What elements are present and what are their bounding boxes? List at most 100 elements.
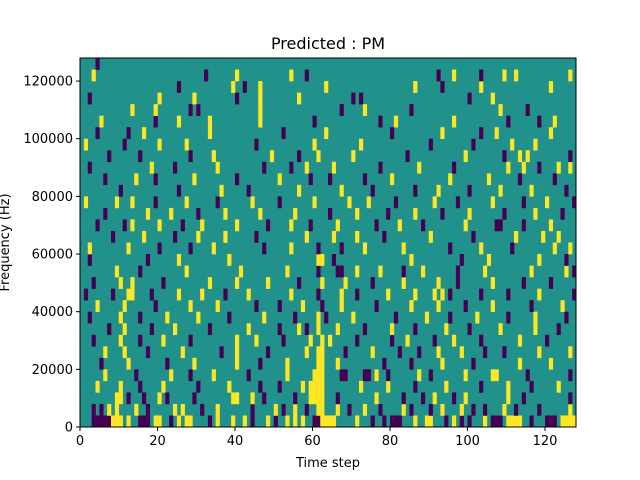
- heatmap-cell: [180, 219, 185, 232]
- heatmap-cell: [312, 392, 317, 405]
- heatmap-cell: [331, 230, 337, 243]
- heatmap-cell: [114, 403, 120, 416]
- heatmap-cell: [277, 323, 282, 336]
- x-axis: 0 20 40 60 80 100 120: [76, 427, 557, 449]
- x-tick-label: 100: [455, 434, 480, 449]
- heatmap-cell: [506, 161, 511, 174]
- heatmap-cell: [328, 415, 333, 428]
- heatmap-cell: [382, 357, 387, 370]
- heatmap-cell: [471, 138, 476, 151]
- heatmap-cell: [475, 311, 480, 324]
- heatmap-cell: [545, 196, 550, 209]
- heatmap-cell: [459, 254, 464, 266]
- heatmap-cell: [506, 415, 511, 428]
- heatmap-cell: [176, 415, 182, 428]
- heatmap-cell: [207, 127, 213, 140]
- heatmap-cell: [304, 230, 309, 243]
- heatmap-cell: [142, 230, 147, 243]
- heatmap-cell: [281, 334, 286, 347]
- heatmap-cell: [564, 254, 569, 266]
- heatmap-cell: [378, 265, 383, 278]
- heatmap-cell: [548, 81, 554, 93]
- heatmap-cell: [161, 380, 166, 393]
- heatmap-cell: [126, 357, 131, 370]
- heatmap-cell: [316, 311, 321, 324]
- heatmap-cell: [448, 173, 453, 186]
- heatmap-cell: [169, 415, 174, 428]
- heatmap-cell: [192, 92, 197, 105]
- heatmap-cell: [262, 242, 267, 255]
- heatmap-cell: [552, 242, 557, 255]
- heatmap-cell: [246, 184, 251, 197]
- heatmap-cell: [273, 415, 278, 428]
- heatmap-cell: [169, 369, 174, 382]
- heatmap-cell: [111, 288, 116, 301]
- heatmap-cell: [521, 219, 526, 232]
- heatmap-cell: [432, 288, 437, 301]
- heatmap-cell: [235, 346, 240, 359]
- heatmap-cell: [297, 323, 302, 336]
- heatmap-cell: [266, 277, 271, 289]
- heatmap-cell: [390, 323, 395, 336]
- heatmap-cell: [510, 415, 515, 428]
- heatmap-cell: [479, 69, 484, 82]
- heatmap-cell: [258, 357, 263, 370]
- heatmap-cell: [91, 277, 96, 289]
- heatmap-cell: [300, 300, 306, 312]
- heatmap-cell: [560, 415, 565, 428]
- heatmap-cell: [207, 115, 213, 128]
- heatmap-cell: [525, 369, 530, 382]
- heatmap-cell: [502, 69, 507, 82]
- heatmap-cell: [335, 323, 340, 336]
- heatmap-cell: [390, 415, 395, 428]
- heatmap-cell: [107, 150, 112, 163]
- heatmap-cell: [413, 207, 418, 220]
- heatmap-cell: [409, 403, 414, 416]
- heatmap-cell: [374, 300, 379, 312]
- heatmap-cell: [517, 173, 523, 186]
- heatmap-cell: [378, 161, 383, 174]
- heatmap-cell: [463, 392, 468, 405]
- heatmap-cell: [157, 219, 162, 232]
- heatmap-cell: [529, 415, 534, 428]
- heatmap-cell: [246, 323, 251, 336]
- heatmap-cell: [343, 346, 348, 359]
- heatmap-cell: [149, 288, 154, 301]
- heatmap-cell: [250, 403, 255, 416]
- heatmap-cell: [192, 357, 197, 370]
- y-tick-label: 120000: [23, 75, 73, 90]
- heatmap-cell: [428, 230, 433, 243]
- heatmap-cell: [517, 415, 523, 428]
- heatmap-cell: [397, 346, 402, 359]
- heatmap-cell: [545, 334, 550, 347]
- heatmap-cell: [556, 380, 561, 393]
- heatmap-cell: [366, 196, 371, 209]
- heatmap-cell: [192, 392, 197, 405]
- heatmap-cell: [405, 150, 410, 163]
- heatmap-cell: [393, 196, 399, 209]
- heatmap-cell: [355, 230, 360, 243]
- heatmap-cell: [200, 219, 205, 232]
- heatmap-cell: [448, 288, 453, 301]
- heatmap-cell: [537, 346, 542, 359]
- heatmap-cell: [200, 288, 205, 301]
- heatmap-cell: [258, 207, 263, 220]
- heatmap-cell: [366, 369, 371, 382]
- heatmap-cell: [467, 184, 472, 197]
- heatmap-cell: [196, 207, 201, 220]
- heatmap-cell: [374, 392, 379, 405]
- heatmap-cell: [297, 92, 302, 105]
- heatmap-cell: [176, 184, 182, 197]
- heatmap-cell: [145, 254, 151, 266]
- heatmap-cell: [537, 403, 542, 416]
- heatmap-cell: [362, 369, 368, 382]
- heatmap-cell: [293, 403, 298, 416]
- heatmap-cell: [242, 81, 247, 93]
- heatmap-cell: [184, 196, 189, 209]
- heatmap-cell: [223, 207, 228, 220]
- x-tick-label: 20: [149, 434, 166, 449]
- heatmap-cell: [467, 323, 472, 336]
- heatmap-cell: [99, 357, 104, 370]
- heatmap-cell: [87, 242, 92, 255]
- heatmap-cell: [506, 311, 511, 324]
